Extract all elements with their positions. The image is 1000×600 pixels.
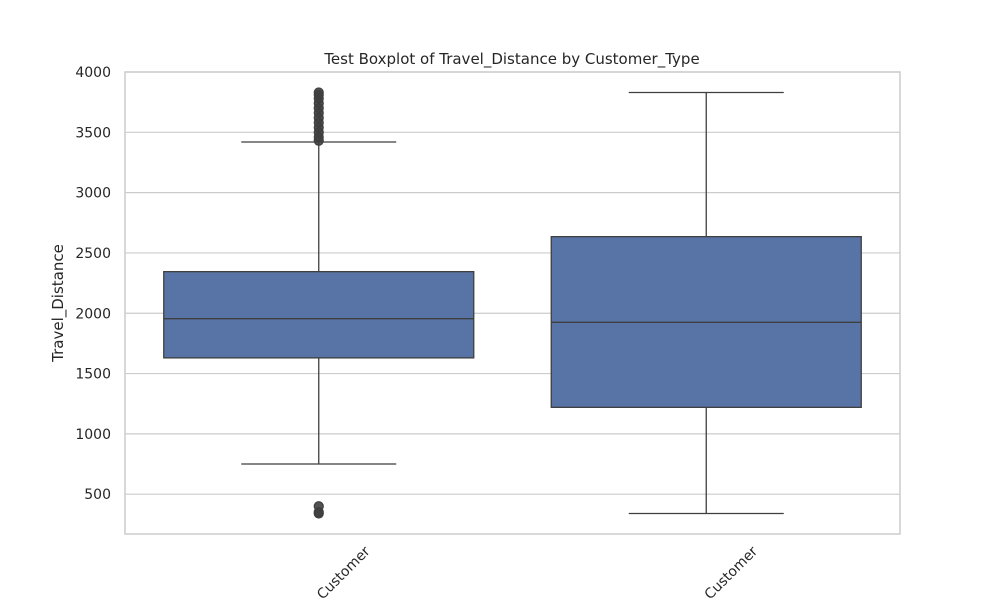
y-tick-label: 1000 — [75, 427, 111, 443]
y-tick-label: 3500 — [75, 125, 111, 141]
iqr-box — [163, 270, 475, 359]
chart-title: Test Boxplot of Travel_Distance by Custo… — [323, 50, 699, 69]
outlier-point — [313, 501, 324, 512]
boxes-layer — [163, 87, 862, 519]
outlier-point — [313, 87, 324, 98]
box-group — [163, 87, 475, 519]
box-group — [550, 91, 862, 515]
plot-frame — [124, 71, 901, 535]
y-tick-labels: 500 1000 1500 2000 2500 3000 3500 4000 — [75, 65, 111, 503]
y-tick-label: 4000 — [75, 65, 111, 81]
y-tick-label: 3000 — [75, 186, 111, 202]
y-tick-label: 500 — [84, 487, 111, 503]
y-tick-label: 1500 — [75, 367, 111, 383]
y-tick-label: 2500 — [75, 246, 111, 262]
y-axis-label: Travel_Distance — [49, 244, 68, 363]
y-tick-label: 2000 — [75, 306, 111, 322]
